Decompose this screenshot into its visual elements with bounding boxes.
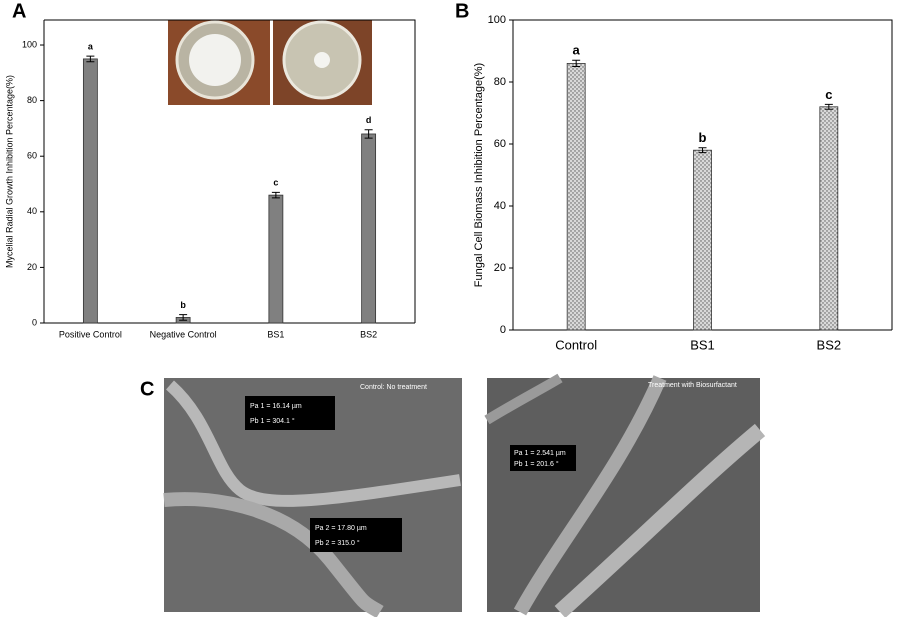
inset-photo — [168, 20, 372, 105]
error-bar — [572, 59, 581, 67]
panel-label: C — [140, 378, 154, 400]
sem-caption: Control: No treatment — [360, 384, 427, 391]
measurement: Pa 1 = 16.14 µm — [250, 403, 302, 410]
axis — [513, 19, 893, 330]
y-tick-label: 20 — [27, 262, 37, 272]
x-tick-label: BS2 — [360, 329, 377, 339]
x-tick-label: Negative Control — [150, 329, 217, 339]
annotation: b — [699, 130, 707, 145]
y-tick-label: 100 — [22, 39, 37, 49]
error-bar — [824, 103, 833, 110]
error-bar — [179, 314, 188, 321]
y-tick-label: 0 — [500, 324, 506, 336]
x-tick-label: Control — [555, 337, 597, 352]
x-tick-label: BS1 — [690, 337, 715, 352]
y-tick-label: 40 — [494, 200, 506, 212]
bar — [819, 106, 839, 331]
y-tick-label: 40 — [27, 206, 37, 216]
y-tick-label: 80 — [494, 76, 506, 88]
x-tick-label: BS1 — [267, 329, 284, 339]
annotation: c — [825, 87, 832, 102]
measurement: Pb 1 = 201.6 ° — [514, 460, 559, 468]
measurement: Pb 1 = 304.1 ° — [250, 417, 295, 425]
y-tick-label: 80 — [27, 95, 37, 105]
annotation: d — [366, 115, 372, 125]
measurement: Pa 1 = 2.541 µm — [514, 450, 566, 457]
y-tick-label: 60 — [27, 151, 37, 161]
y-tick-label: 20 — [494, 262, 506, 274]
error-bar — [271, 191, 280, 199]
y-tick-label: 0 — [32, 317, 37, 327]
sem-image: Control: No treatment Pa 1 = 16.14 µm Pb… — [163, 378, 462, 619]
error-bar — [86, 55, 95, 63]
measurement: Pa 2 = 17.80 µm — [315, 525, 367, 532]
annotation: b — [180, 300, 186, 310]
axis — [44, 19, 416, 323]
annotation: a — [88, 42, 94, 52]
bar — [693, 149, 712, 331]
y-tick-label: 100 — [488, 14, 506, 26]
y-axis-label: Mycelial Radial Growth Inhibition Percen… — [4, 75, 14, 268]
error-bar — [364, 129, 373, 139]
y-tick-label: 60 — [494, 138, 506, 150]
bar — [82, 58, 98, 324]
bar — [268, 194, 284, 324]
measurement: Pb 2 = 315.0 ° — [315, 539, 360, 547]
annotation: c — [273, 178, 278, 188]
y-axis-label: Fungal Cell Biomass Inhibition Percentag… — [473, 63, 485, 287]
sem-caption: Treatment with Biosurfactant — [648, 382, 737, 389]
panel-label: A — [12, 0, 26, 22]
error-bar — [698, 147, 707, 154]
sem-image: Treatment with Biosurfactant Pa 1 = 2.54… — [484, 373, 766, 618]
bar — [361, 133, 377, 324]
x-tick-label: Positive Control — [59, 329, 122, 339]
annotation: a — [573, 43, 581, 58]
panel-label: B — [455, 0, 469, 22]
bar — [566, 63, 586, 331]
x-tick-label: BS2 — [817, 337, 842, 352]
